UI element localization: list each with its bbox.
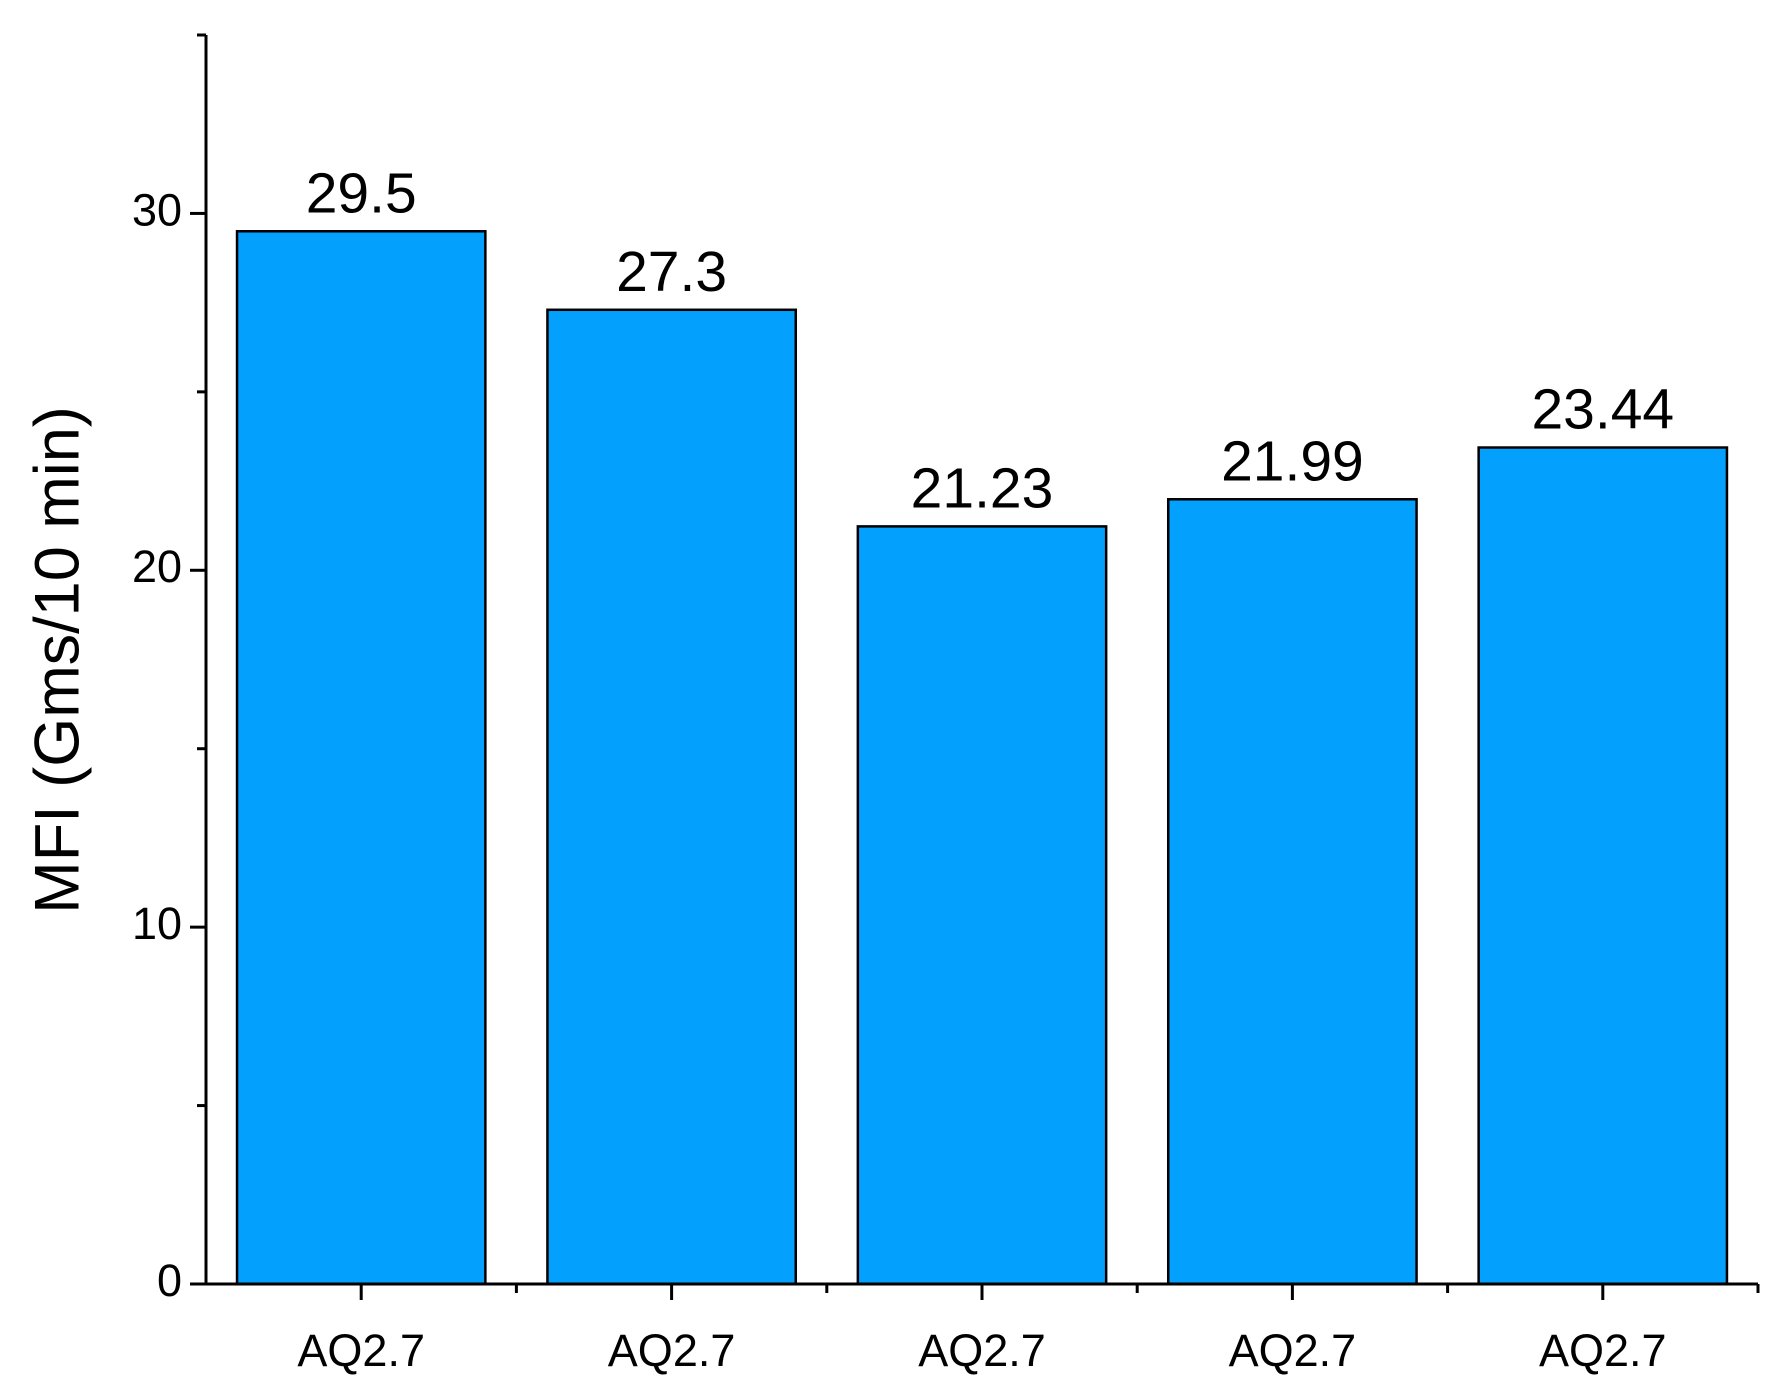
y-tick-label: 20 (132, 541, 182, 592)
bar (546, 308, 798, 1286)
value-label: 29.5 (306, 161, 417, 225)
x-tick-label: AQ2.7 (297, 1325, 425, 1376)
y-axis-label: MFI (Gms/10 min) (23, 406, 93, 914)
value-label: 21.99 (1221, 429, 1364, 493)
bar (235, 230, 487, 1286)
value-label: 21.23 (911, 456, 1054, 520)
x-tick-label: AQ2.7 (1539, 1325, 1667, 1376)
y-tick-label: 0 (157, 1255, 182, 1306)
bar (856, 525, 1108, 1286)
x-tick-label: AQ2.7 (918, 1325, 1046, 1376)
value-label: 27.3 (616, 240, 727, 304)
bar (1166, 498, 1418, 1286)
bar (1477, 446, 1729, 1286)
value-label: 23.44 (1531, 378, 1674, 442)
y-tick-label: 10 (132, 898, 182, 949)
y-tick-label: 30 (132, 184, 182, 235)
x-tick-label: AQ2.7 (1229, 1325, 1357, 1376)
x-tick-label: AQ2.7 (608, 1325, 736, 1376)
